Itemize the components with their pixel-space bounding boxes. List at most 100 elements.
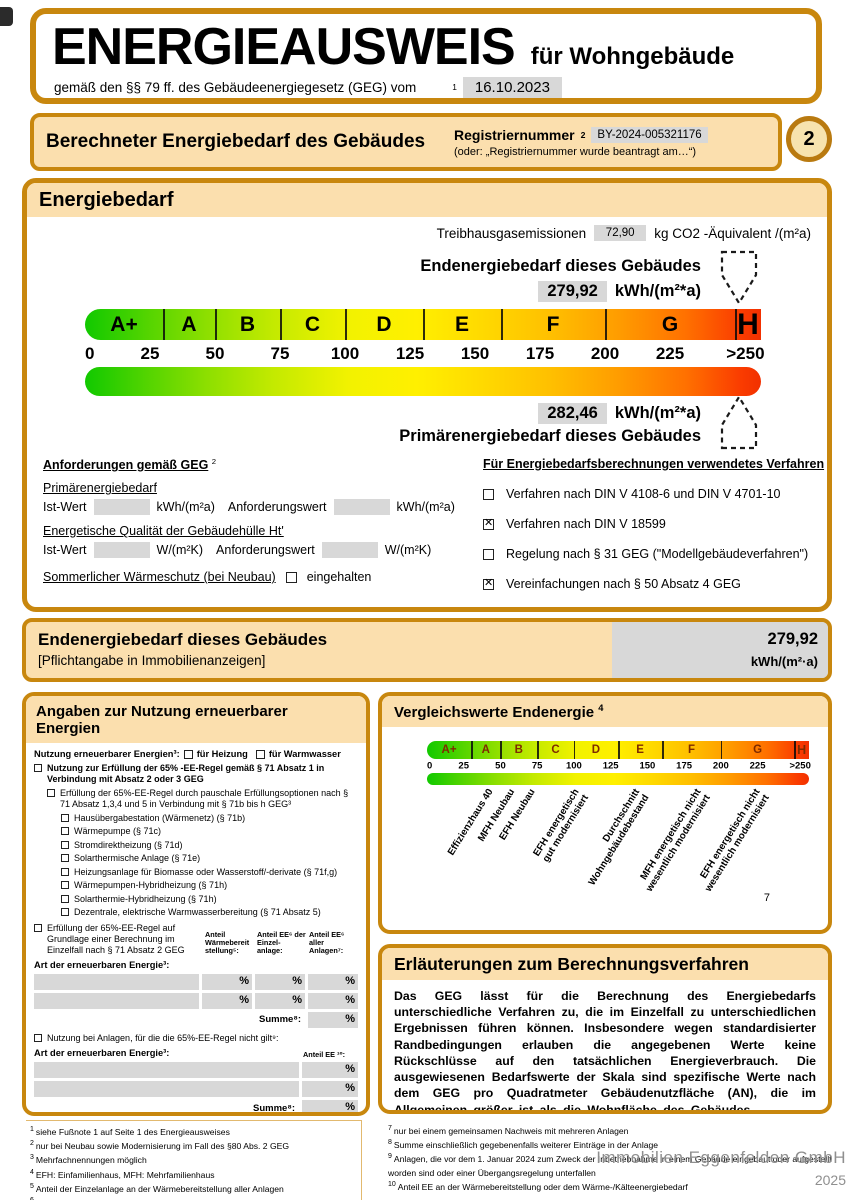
verfahren-checkbox[interactable] <box>483 549 494 560</box>
endenergie-value-row: 279,92 kWh/(m²*a) <box>538 281 701 302</box>
ee-pauschal-label: Erfüllung der 65%-EE-Regel durch pauscha… <box>60 788 349 810</box>
vergleich-scale: A+ A B C D E F G H 0 25 50 75 100 125 150 175 200 225 >250 <box>427 741 811 785</box>
class-letter-H: H <box>737 307 759 341</box>
energiebedarf-panel-title: Energiebedarf <box>27 183 827 217</box>
class-divider <box>471 741 473 759</box>
footnote: 3 Mehrfachnennungen möglich <box>30 1154 147 1166</box>
anforderungswert-ht-input[interactable] <box>321 542 378 559</box>
eingehalten-checkbox[interactable] <box>285 571 297 583</box>
class-letter-F: F <box>687 744 695 756</box>
heizung-checkbox[interactable] <box>183 750 193 760</box>
scale-tick: 0 <box>85 343 95 363</box>
anteil-input[interactable]: % <box>308 974 358 991</box>
scale-tick: 150 <box>460 343 490 363</box>
footnote: 8 Summe einschließlich gegebenenfalls wei… <box>388 1139 659 1151</box>
ee-option-label: Wärmepumpen-Hybridheizung (§ 71h) <box>74 880 228 891</box>
ee-option-row: Wärmepumpe (§ 71c) <box>61 826 358 837</box>
scale-tick: 175 <box>676 760 693 772</box>
ee-option-row: Solarthermische Anlage (§ 71e) <box>61 853 358 864</box>
anteil-input[interactable]: % <box>255 993 305 1010</box>
ee-option-checkbox[interactable] <box>61 854 69 863</box>
col-ee-alle: Anteil EE⁶ aller Anlagen⁷: <box>309 929 345 956</box>
class-divider <box>163 309 165 340</box>
ghg-label: Treibhausgasemissionen <box>436 225 587 241</box>
huelle-requirement-row: Ist-Wert W/(m²K) Anforderungswert W/(m²K… <box>43 542 475 559</box>
ee-option-checkbox[interactable] <box>61 907 69 916</box>
registration-footnote-marker: 2 <box>580 129 586 140</box>
ist-wert-input[interactable] <box>93 499 150 516</box>
class-letter-D: D <box>376 312 392 336</box>
ee-option-row: Heizungsanlage für Biomasse oder Wassers… <box>61 867 358 878</box>
anteil-input[interactable]: % <box>308 993 358 1010</box>
class-divider <box>662 741 664 759</box>
law-text: gemäß den §§ 79 ff. des Gebäudeenergiege… <box>54 79 417 95</box>
ee-option-checkbox[interactable] <box>61 827 69 836</box>
scale-tick: >250 <box>789 760 811 772</box>
scan-artifact <box>0 7 13 26</box>
energy-class-band: A+ A B C D E F G H <box>85 307 761 341</box>
verfahren-item: Verfahren nach DIN V 18599 <box>483 517 827 531</box>
section-title: Berechneter Energiebedarf des Gebäudes <box>46 131 426 152</box>
anteil-input[interactable]: % <box>202 993 252 1010</box>
verfahren-checkbox[interactable] <box>483 489 494 500</box>
ee-einzelfall-row: Erfüllung der 65%-EE-Regel auf Grundlage… <box>34 923 202 956</box>
verfahren-checkbox[interactable] <box>483 518 494 530</box>
erlaeuterungen-panel: Erläuterungen zum Berechnungsverfahren D… <box>378 944 832 1114</box>
energie-art-input[interactable] <box>34 993 199 1010</box>
summe-input[interactable]: % <box>302 1100 358 1112</box>
primaerenergie-value-row: 282,46 kWh/(m²*a) <box>538 403 701 424</box>
summe-input[interactable]: % <box>308 1012 358 1029</box>
ee-65-rule-checkbox[interactable] <box>34 764 42 773</box>
registration-alt-text: (oder: „Registriernummer wurde beantragt… <box>454 145 697 158</box>
erneuerbare-panel-title: Angaben zur Nutzung erneuerbarer Energie… <box>26 696 366 743</box>
ee-einzelfall-checkbox[interactable] <box>34 923 42 932</box>
ee-option-label: Hausübergabestation (Wärmenetz) (§ 71b) <box>74 812 246 823</box>
registration-block: Registriernummer 2 BY-2024-005321176 (od… <box>454 126 766 158</box>
nicht-gilt-checkbox[interactable] <box>34 1034 42 1043</box>
scale-tick: 150 <box>639 760 656 772</box>
ee-option-label: Heizungsanlage für Biomasse oder Wassers… <box>74 866 338 877</box>
ee-option-checkbox[interactable] <box>61 840 69 849</box>
summe-label: Summe⁸: <box>253 1102 295 1114</box>
footnotes: 1 siehe Fußnote 1 auf Seite 1 des Energie… <box>26 1120 836 1200</box>
anteil-input[interactable]: % <box>202 974 252 991</box>
energiebedarf-panel: Energiebedarf Treibhausgasemissionen 72,… <box>22 178 832 612</box>
scale-tick: 225 <box>749 760 766 772</box>
ee-pauschal-checkbox[interactable] <box>47 789 55 798</box>
scale-tick: 125 <box>395 343 425 363</box>
ist-wert-ht-input[interactable] <box>93 542 150 559</box>
ee-option-checkbox[interactable] <box>61 894 69 903</box>
anteil-ee-input[interactable]: % <box>302 1081 358 1098</box>
anforderungswert-input[interactable] <box>333 499 390 516</box>
ee-option-checkbox[interactable] <box>61 813 69 822</box>
ee-option-checkbox[interactable] <box>61 867 69 876</box>
scale-tick: 50 <box>205 343 225 363</box>
warmwasser-checkbox[interactable] <box>255 750 265 760</box>
energie-art-input[interactable] <box>34 1081 299 1098</box>
page-number-badge: 2 <box>786 116 832 162</box>
anforderungswert-label: Anforderungswert <box>216 543 315 558</box>
class-divider <box>735 309 737 340</box>
footnote: 6Anteil EE an der Wärmebereitstellung de… <box>30 1196 355 1200</box>
primaerenergiebedarf-subheading: Primärenergiebedarf <box>43 481 157 496</box>
energy-scale-ticks: 0 25 50 75 100 125 150 175 200 225 >250 <box>85 340 765 367</box>
scale-tick: 100 <box>330 343 360 363</box>
footnote: 1 siehe Fußnote 1 auf Seite 1 des Energie… <box>30 1126 230 1137</box>
huelle-subheading: Energetische Qualität der Gebäudehülle H… <box>43 524 284 539</box>
verfahren-checkbox[interactable] <box>483 578 494 590</box>
energie-art-input[interactable] <box>34 974 199 991</box>
heizung-label: für Heizung <box>196 749 248 759</box>
anteil-ee-input[interactable]: % <box>302 1062 358 1079</box>
class-letter-H: H <box>797 743 807 757</box>
energie-art-input[interactable] <box>34 1062 299 1079</box>
endenergie-value-field[interactable]: 279,92 <box>538 281 607 302</box>
anteil-input[interactable]: % <box>255 974 305 991</box>
ghg-value-field[interactable]: 72,90 <box>594 225 647 241</box>
scale-tick: 75 <box>531 760 543 772</box>
class-letter-C: C <box>551 744 560 756</box>
title-row: ENERGIEAUSWEIS für Wohngebäude <box>52 20 800 75</box>
primaerenergie-value-field[interactable]: 282,46 <box>538 403 607 424</box>
summe-label: Summe⁸: <box>259 1014 301 1026</box>
ee-option-checkbox[interactable] <box>61 881 69 890</box>
vergleich-labels: Effizienzhaus 40 MFH Neubau EFH Neubau EFH … <box>427 785 809 930</box>
